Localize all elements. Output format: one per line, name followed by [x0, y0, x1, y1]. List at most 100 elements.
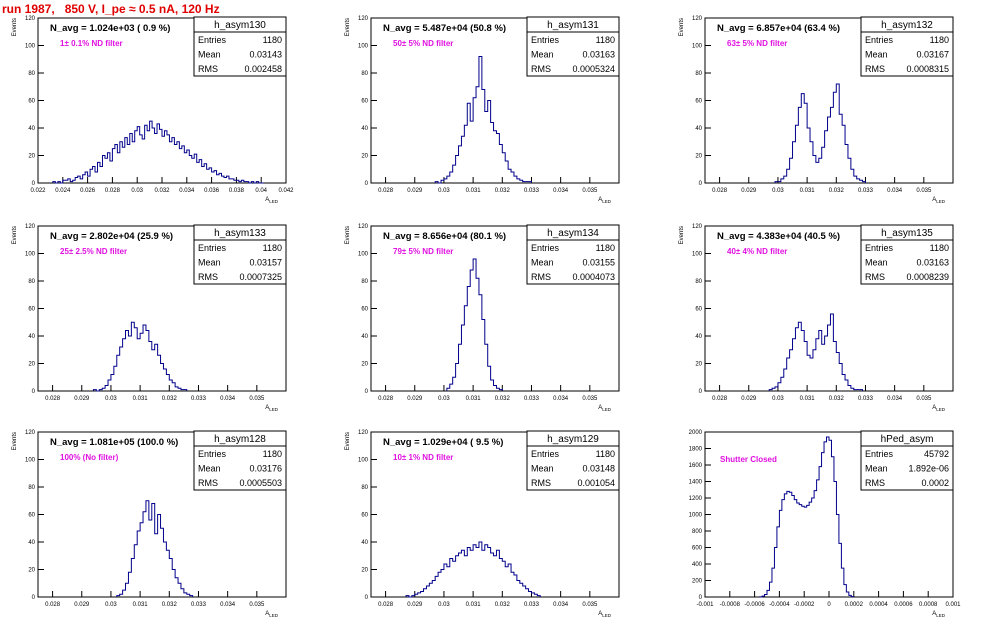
stat-value: 0.03163	[582, 50, 615, 60]
x-tick-label: 0.029	[74, 396, 90, 402]
x-tick-label: 0.034	[553, 396, 569, 402]
x-tick-label: 0.032	[495, 396, 511, 402]
x-tick-label: 0.034	[887, 188, 903, 194]
stat-key: Entries	[531, 35, 560, 45]
stat-key: RMS	[531, 478, 551, 488]
x-tick-label: 0.04	[255, 188, 267, 194]
x-tick-label: 0.035	[249, 396, 265, 402]
y-tick-label: 800	[692, 529, 703, 535]
navg-label: N_avg = 8.656e+04 (80.1 %)	[383, 231, 506, 242]
stat-key: Mean	[865, 258, 888, 268]
y-tick-label: 120	[25, 16, 36, 22]
x-tick-label: 0.03	[438, 188, 450, 194]
y-axis-label: Events	[12, 18, 18, 36]
x-tick-label: 0.033	[858, 396, 874, 402]
y-tick-label: 120	[358, 430, 369, 436]
x-tick-label: 0.03	[105, 396, 117, 402]
page-title: run 1987, 850 V, I_pe ≈ 0.5 nA, 120 Hz	[2, 2, 220, 16]
stat-key: Mean	[198, 464, 221, 474]
histogram-line	[768, 313, 864, 391]
stat-box: h_asym131 Entries 1180 Mean 0.03163 RMS 0.0005…	[526, 16, 620, 77]
x-tick-label: 0.03	[772, 188, 784, 194]
stat-key: RMS	[865, 272, 885, 282]
stat-value: 1180	[263, 35, 282, 45]
x-tick-label: 0.031	[133, 396, 149, 402]
x-tick-label: 0.033	[858, 188, 874, 194]
x-tick-label: 0.028	[378, 602, 394, 608]
stat-box: h_asym128 Entries 1180 Mean 0.03176 RMS 0.0005…	[193, 430, 287, 491]
x-axis-label: ALED	[932, 405, 946, 412]
x-tick-label: 0.029	[741, 188, 757, 194]
y-tick-label: 0	[365, 181, 369, 187]
stat-value: 1180	[263, 243, 282, 253]
y-tick-label: 60	[28, 307, 35, 313]
histogram-line	[446, 258, 503, 391]
stat-key: RMS	[865, 64, 885, 74]
x-tick-label: 0.026	[80, 188, 96, 194]
y-tick-label: 0	[365, 389, 369, 395]
x-tick-label: 0.028	[378, 188, 394, 194]
stat-value: 0.03163	[916, 258, 949, 268]
y-tick-label: 600	[692, 546, 703, 552]
hist-name: h_asym130	[214, 20, 266, 31]
y-tick-label: 80	[695, 71, 702, 77]
y-tick-label: 60	[28, 513, 35, 519]
y-tick-label: 40	[28, 126, 35, 132]
stat-key: RMS	[198, 272, 218, 282]
hist-name: h_asym129	[547, 434, 599, 445]
x-tick-label: 0.033	[191, 396, 207, 402]
filter-label: 50± 5% ND filter	[393, 39, 453, 48]
x-tick-label: 0.034	[553, 602, 569, 608]
stat-value: 1180	[930, 35, 949, 45]
hist-name: h_asym133	[214, 228, 266, 239]
hist-name: h_asym128	[214, 434, 266, 445]
x-tick-label: 0.034	[220, 602, 236, 608]
x-tick-label: 0.032	[495, 602, 511, 608]
stat-value: 0.03176	[249, 464, 282, 474]
y-tick-label: 40	[361, 540, 368, 546]
stat-value: 1180	[263, 449, 282, 459]
stat-box: h_asym132 Entries 1180 Mean 0.03167 RMS 0.0008…	[860, 16, 954, 77]
stat-box-body	[526, 31, 620, 77]
y-tick-label: 40	[28, 334, 35, 340]
stat-key: RMS	[531, 272, 551, 282]
y-tick-label: 0	[32, 181, 36, 187]
stat-value: 1180	[596, 449, 615, 459]
stat-value: 0.0002	[921, 478, 949, 488]
stat-key: Entries	[198, 449, 227, 459]
stat-key: RMS	[531, 64, 551, 74]
y-tick-label: 60	[28, 99, 35, 105]
stat-value: 0.03143	[249, 50, 282, 60]
y-tick-label: 120	[692, 224, 703, 230]
y-axis-label: Events	[679, 226, 685, 244]
x-tick-label: 0.034	[220, 396, 236, 402]
y-tick-label: 80	[361, 279, 368, 285]
x-tick-label: 0.0008	[919, 602, 938, 608]
x-tick-label: 0.034	[179, 188, 195, 194]
y-tick-label: 20	[28, 362, 35, 368]
stat-key: Mean	[198, 50, 221, 60]
y-tick-label: 80	[28, 485, 35, 491]
histogram-panel: 0 20 40 60 80 100 120 0.028 0.029 0.03 0.031 0.032 0…	[12, 430, 287, 618]
x-axis-label: ALED	[598, 197, 612, 204]
x-tick-label: 0.03	[131, 188, 143, 194]
x-tick-label: 0.001	[945, 602, 961, 608]
x-tick-label: 0.028	[378, 396, 394, 402]
y-axis-label: Events	[679, 18, 685, 36]
histogram-line	[116, 500, 194, 597]
hist-name: h_asym134	[547, 228, 599, 239]
histogram-line	[434, 56, 532, 184]
histogram-panel: 0 20 40 60 80 100 120 0.028 0.029 0.03 0.031 0.032 0…	[679, 224, 954, 412]
x-tick-label: 0.038	[229, 188, 245, 194]
stat-value: 1180	[596, 243, 615, 253]
filter-label: 79± 5% ND filter	[393, 247, 453, 256]
x-tick-label: 0.024	[55, 188, 71, 194]
hist-name: hPed_asym	[881, 434, 934, 445]
y-axis-label: Events	[12, 432, 18, 450]
stat-value: 1180	[596, 35, 615, 45]
y-axis-label: Events	[12, 226, 18, 244]
y-tick-label: 1600	[689, 463, 703, 469]
stat-key: Mean	[865, 50, 888, 60]
x-tick-label: 0.035	[582, 602, 598, 608]
